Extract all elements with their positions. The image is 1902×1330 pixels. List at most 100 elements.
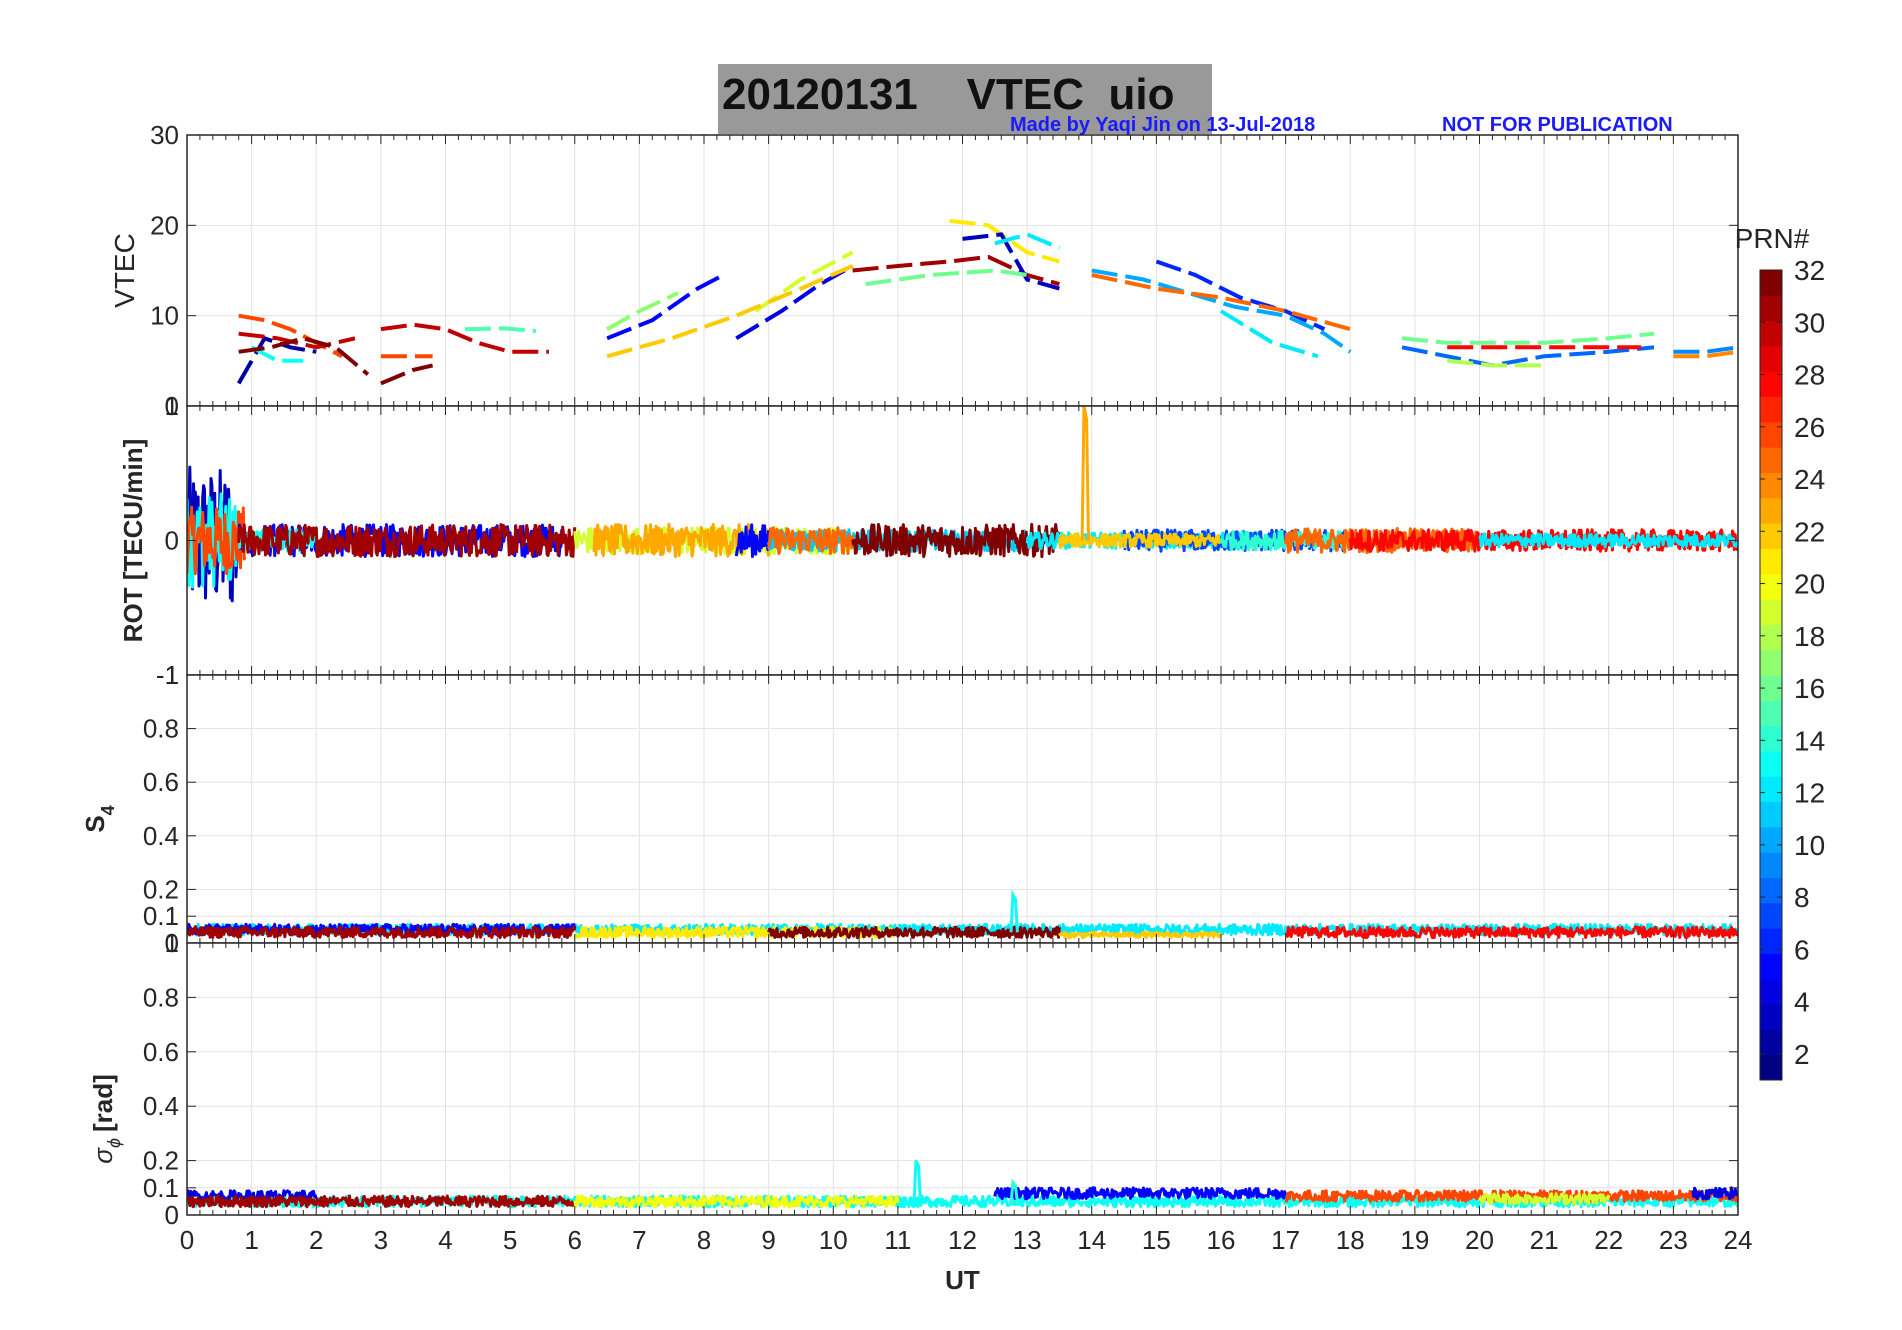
colorbar-cell — [1760, 624, 1782, 651]
y-tick-label: 0.2 — [143, 874, 179, 904]
series-noise-prn22 — [1058, 930, 1222, 940]
colorbar-cell — [1760, 447, 1782, 473]
series-noise-prn4 — [1691, 1186, 1738, 1201]
series-noise-prn22 — [1057, 532, 1223, 549]
series-noise-prn28 — [1348, 528, 1738, 553]
x-tick-label: 12 — [948, 1225, 977, 1255]
x-tick-label: 3 — [374, 1225, 388, 1255]
x-tick-label: 2 — [309, 1225, 323, 1255]
series-line-prn2 — [236, 335, 317, 385]
series-line-prn10 — [1091, 268, 1352, 354]
x-tick-label: 20 — [1465, 1225, 1494, 1255]
colorbar-cell — [1760, 497, 1782, 524]
colorbar-tick-label: 20 — [1794, 569, 1825, 600]
series-line-prn21 — [949, 218, 1060, 264]
panel-sigma_phi: 00.10.20.40.60.810 1 2 3 4 5 6 7 8 9 10 11 12 13 14 15 1… — [88, 928, 1752, 1295]
x-tick-label: 14 — [1077, 1225, 1106, 1255]
series-noise-prn20 — [573, 1194, 900, 1209]
series-noise-prn31 — [237, 523, 577, 559]
x-tick-label: 0 — [180, 1225, 194, 1255]
x-tick-label: 6 — [568, 1225, 582, 1255]
series-line-prn6 — [1155, 259, 1326, 332]
colorbar-tick-label: 30 — [1794, 307, 1825, 338]
colorbar-cell — [1760, 725, 1782, 752]
series-line-prn12 — [994, 232, 1061, 250]
y-tick-label: 0 — [165, 1200, 179, 1230]
colorbar-label: PRN# — [1735, 223, 1810, 254]
spike-prn23 — [1080, 406, 1090, 541]
colorbar-cell — [1760, 801, 1782, 828]
colorbar-cell — [1760, 295, 1782, 322]
y-axis-label: VTEC — [109, 233, 140, 308]
colorbar-tick-label: 14 — [1794, 725, 1825, 756]
series-noise-prn28 — [1284, 925, 1738, 940]
x-axis-label: UT — [945, 1265, 980, 1295]
colorbar-cell — [1760, 852, 1782, 878]
y-axis-label-sub: ϕ — [104, 1138, 124, 1148]
series-line-prn30 — [380, 322, 549, 354]
colorbar-cell — [1760, 1004, 1782, 1030]
x-tick-label: 24 — [1724, 1225, 1753, 1255]
colorbar-cell — [1760, 573, 1782, 600]
x-tick-label: 9 — [761, 1225, 775, 1255]
x-tick-label: 15 — [1142, 1225, 1171, 1255]
x-tick-label: 19 — [1400, 1225, 1429, 1255]
series-line-prn24 — [1673, 349, 1738, 359]
colorbar-cell — [1760, 928, 1782, 954]
colorbar-cell — [1760, 396, 1782, 423]
series-line-prn31 — [852, 254, 1060, 287]
colorbar-cell — [1760, 371, 1782, 398]
colorbar-tick-label: 28 — [1794, 360, 1825, 391]
series-noise-prn5 — [734, 523, 771, 558]
series-noise-prn19 — [1478, 1192, 1611, 1206]
y-tick-label: 0 — [165, 391, 179, 421]
series-noise-prn31 — [187, 1194, 577, 1209]
series-line-prn15 — [464, 326, 537, 333]
colorbar-cell — [1760, 978, 1782, 1005]
colorbar-cell — [1760, 649, 1782, 676]
series-group — [236, 218, 1738, 386]
y-tick-label: 0.6 — [143, 767, 179, 797]
series-line-prn3 — [962, 232, 1060, 291]
spike-prn14 — [1009, 1178, 1019, 1205]
series-line-prn12 — [1219, 309, 1319, 359]
colorbar-tick-label: 26 — [1794, 412, 1825, 443]
series-noise-prn12 — [1478, 532, 1738, 549]
series-group — [187, 1159, 1738, 1209]
y-tick-label: 0.8 — [143, 714, 179, 744]
x-tick-label: 13 — [1013, 1225, 1042, 1255]
series-line-prn30 — [238, 331, 356, 350]
y-tick-label: 0.4 — [143, 821, 179, 851]
series-noise-prn25 — [767, 526, 855, 555]
y-axis-label-main: σ — [88, 1147, 118, 1164]
colorbar-cell — [1760, 270, 1782, 296]
credit-made-by: Made by Yaqi Jin on 13-Jul-2018 — [1010, 114, 1316, 136]
x-tick-label: 17 — [1271, 1225, 1300, 1255]
y-tick-label: 0.8 — [143, 982, 179, 1012]
y-axis-label-sub: 4 — [98, 805, 118, 815]
series-line-prn18 — [1446, 358, 1545, 368]
colorbar-cell — [1760, 472, 1782, 499]
x-tick-label: 1 — [244, 1225, 258, 1255]
series-line-prn32 — [380, 363, 434, 386]
colorbar-tick-label: 6 — [1794, 934, 1810, 965]
y-tick-label: 1 — [165, 660, 179, 690]
credit-notice: NOT FOR PUBLICATION — [1442, 114, 1673, 136]
colorbar-cell — [1760, 776, 1782, 803]
colorbar-tick-label: 12 — [1794, 778, 1825, 809]
colorbar-tick-label: 2 — [1794, 1039, 1810, 1070]
x-tick-label: 23 — [1659, 1225, 1688, 1255]
spike-prn13 — [1009, 889, 1019, 933]
series-group — [187, 406, 1738, 603]
y-tick-label: 30 — [150, 120, 179, 150]
panel-vtec: 0 10 20 30 VTEC — [109, 120, 1739, 421]
title-box — [718, 64, 1212, 134]
colorbar-cell — [1760, 1054, 1782, 1081]
colorbar-cell — [1760, 320, 1782, 347]
y-tick-label: 1 — [165, 928, 179, 958]
series-line-prn17 — [606, 291, 679, 331]
colorbar-cell — [1760, 902, 1782, 929]
series-noise-prn32 — [851, 522, 1061, 559]
